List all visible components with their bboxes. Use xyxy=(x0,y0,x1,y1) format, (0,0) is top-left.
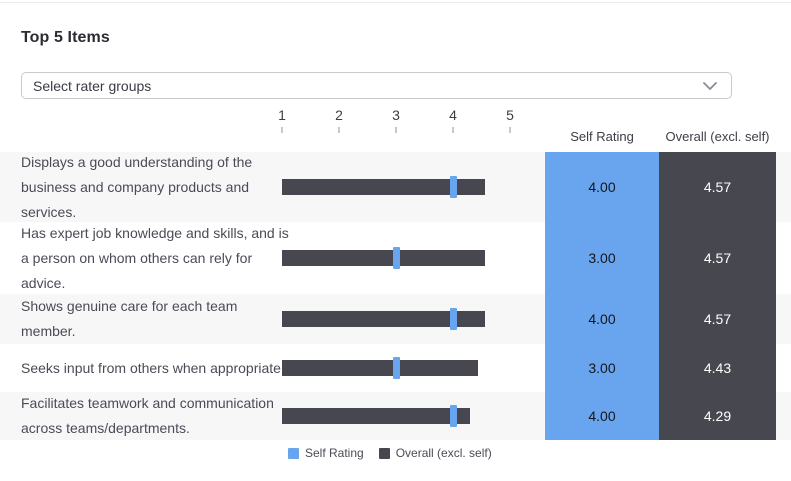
self-value-cell: 3.00 xyxy=(588,250,616,266)
legend-item: Overall (excl. self) xyxy=(378,446,492,460)
self-rating-column-band xyxy=(545,152,659,440)
self-rating-column-header: Self Rating xyxy=(570,129,634,144)
legend-item: Self Rating xyxy=(288,446,364,460)
self-value-cell: 4.00 xyxy=(588,408,616,424)
self-rating-marker xyxy=(392,247,400,269)
item-row: Has expert job knowledge and skills, and… xyxy=(0,222,791,294)
select-placeholder: Select rater groups xyxy=(33,77,152,94)
self-rating-marker xyxy=(392,357,400,379)
item-label: Shows genuine care for each team member. xyxy=(21,298,238,339)
overall-value-cell: 4.43 xyxy=(703,360,732,376)
legend-swatch-icon xyxy=(288,447,299,459)
axis-tick-mark xyxy=(338,127,340,133)
overall-value-cell: 4.29 xyxy=(703,408,732,424)
item-row: Displays a good understanding of the bus… xyxy=(0,152,791,222)
item-row: Shows genuine care for each team member.… xyxy=(0,294,791,344)
self-value-cell: 4.00 xyxy=(588,311,616,327)
chart-legend: Self Rating Overall (excl. self) xyxy=(288,446,492,460)
self-value-cell: 3.00 xyxy=(588,360,616,376)
self-value-cell: 4.00 xyxy=(588,179,616,195)
axis-tick-mark xyxy=(452,127,454,133)
item-row: Facilitates teamwork and communication a… xyxy=(0,392,791,440)
self-rating-marker xyxy=(449,176,457,198)
chevron-down-icon xyxy=(703,81,717,90)
legend-label: Self Rating xyxy=(305,446,364,460)
item-row: Seeks input from others when appropriate… xyxy=(0,344,791,392)
item-label: Has expert job knowledge and skills, and… xyxy=(21,224,289,291)
overall-column-band xyxy=(659,152,776,440)
overall-rating-bar xyxy=(282,408,470,424)
overall-rating-bar xyxy=(282,360,478,376)
axis-tick-mark xyxy=(281,127,283,133)
item-label: Displays a good understanding of the bus… xyxy=(21,153,253,220)
self-rating-marker xyxy=(449,308,457,330)
overall-rating-bar xyxy=(282,179,486,195)
axis-tick-label: 5 xyxy=(506,107,514,123)
rater-groups-select[interactable]: Select rater groups xyxy=(21,72,732,99)
overall-value-cell: 4.57 xyxy=(703,311,732,327)
self-rating-marker xyxy=(449,405,457,427)
overall-rating-bar xyxy=(282,250,486,266)
axis-tick-label: 4 xyxy=(449,107,457,123)
overall-value-cell: 4.57 xyxy=(703,179,732,195)
axis-tick-label: 3 xyxy=(392,107,400,123)
overall-column-header: Overall (excl. self) xyxy=(665,129,770,144)
item-label: Seeks input from others when appropriate… xyxy=(21,359,285,376)
overall-rating-bar xyxy=(282,311,486,327)
top-divider xyxy=(0,2,791,3)
overall-value-cell: 4.57 xyxy=(703,250,732,266)
axis-tick-mark xyxy=(509,127,511,133)
axis-tick-label: 2 xyxy=(335,107,343,123)
legend-label: Overall (excl. self) xyxy=(395,446,492,460)
axis-tick-label: 1 xyxy=(278,107,286,123)
legend-swatch-icon xyxy=(378,447,390,459)
axis-tick-mark xyxy=(395,127,397,133)
item-label: Facilitates teamwork and communication a… xyxy=(21,395,274,436)
page-title: Top 5 Items xyxy=(21,29,110,46)
